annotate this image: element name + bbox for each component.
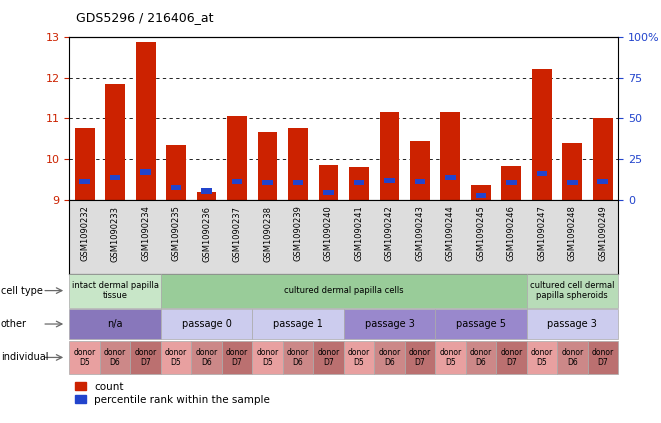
Bar xyxy=(567,179,578,185)
Bar xyxy=(171,185,181,190)
Bar xyxy=(471,185,490,200)
Text: donor
D7: donor D7 xyxy=(592,348,614,367)
Bar xyxy=(232,179,243,184)
Text: GSM1090232: GSM1090232 xyxy=(80,206,89,261)
Bar xyxy=(110,175,120,180)
Text: GSM1090244: GSM1090244 xyxy=(446,206,455,261)
Text: other: other xyxy=(1,319,26,329)
Text: intact dermal papilla
tissue: intact dermal papilla tissue xyxy=(71,281,159,300)
Text: GSM1090233: GSM1090233 xyxy=(110,206,120,261)
Text: GDS5296 / 216406_at: GDS5296 / 216406_at xyxy=(76,11,214,24)
Text: GSM1090247: GSM1090247 xyxy=(537,206,547,261)
Bar xyxy=(593,118,613,200)
Bar xyxy=(379,112,399,200)
Text: GSM1090248: GSM1090248 xyxy=(568,206,577,261)
Text: donor
D7: donor D7 xyxy=(500,348,522,367)
Text: GSM1090238: GSM1090238 xyxy=(263,206,272,261)
Bar xyxy=(140,169,151,175)
Text: donor
D5: donor D5 xyxy=(440,348,461,367)
Text: n/a: n/a xyxy=(107,319,123,329)
Text: passage 5: passage 5 xyxy=(456,319,506,329)
Bar xyxy=(136,42,155,200)
Text: GSM1090239: GSM1090239 xyxy=(293,206,303,261)
Bar xyxy=(293,179,303,185)
Text: donor
D7: donor D7 xyxy=(134,348,157,367)
Bar xyxy=(319,165,338,200)
Text: cultured dermal papilla cells: cultured dermal papilla cells xyxy=(284,286,403,295)
Bar xyxy=(258,132,278,200)
Text: donor
D5: donor D5 xyxy=(531,348,553,367)
Text: donor
D6: donor D6 xyxy=(287,348,309,367)
Bar xyxy=(79,179,90,184)
Bar xyxy=(323,190,334,195)
Text: individual: individual xyxy=(1,352,48,363)
Text: cultured cell dermal
papilla spheroids: cultured cell dermal papilla spheroids xyxy=(530,281,615,300)
Bar xyxy=(288,129,308,200)
Text: donor
D7: donor D7 xyxy=(408,348,431,367)
Bar xyxy=(537,170,547,176)
Text: GSM1090241: GSM1090241 xyxy=(354,206,364,261)
Text: GSM1090236: GSM1090236 xyxy=(202,206,211,261)
Text: donor
D6: donor D6 xyxy=(561,348,584,367)
Bar xyxy=(410,140,430,200)
Bar xyxy=(440,112,460,200)
Text: GSM1090243: GSM1090243 xyxy=(415,206,424,261)
Text: GSM1090242: GSM1090242 xyxy=(385,206,394,261)
Bar xyxy=(475,193,486,198)
Bar xyxy=(262,180,273,185)
Text: passage 0: passage 0 xyxy=(182,319,231,329)
Bar xyxy=(532,69,552,200)
Text: GSM1090246: GSM1090246 xyxy=(507,206,516,261)
Text: GSM1090235: GSM1090235 xyxy=(172,206,180,261)
Text: donor
D7: donor D7 xyxy=(317,348,340,367)
Bar xyxy=(414,179,425,184)
Bar xyxy=(349,167,369,200)
Text: GSM1090245: GSM1090245 xyxy=(477,206,485,261)
Bar xyxy=(445,175,455,180)
Bar xyxy=(563,143,582,200)
Text: donor
D6: donor D6 xyxy=(104,348,126,367)
Legend: count, percentile rank within the sample: count, percentile rank within the sample xyxy=(75,382,270,405)
Text: donor
D5: donor D5 xyxy=(73,348,96,367)
Text: donor
D5: donor D5 xyxy=(256,348,279,367)
Bar xyxy=(197,192,216,200)
Text: donor
D6: donor D6 xyxy=(378,348,401,367)
Bar xyxy=(506,180,517,185)
Text: passage 1: passage 1 xyxy=(273,319,323,329)
Text: donor
D6: donor D6 xyxy=(470,348,492,367)
Text: donor
D5: donor D5 xyxy=(165,348,187,367)
Bar xyxy=(227,116,247,200)
Text: passage 3: passage 3 xyxy=(547,319,598,329)
Text: GSM1090249: GSM1090249 xyxy=(598,206,607,261)
Bar xyxy=(354,180,364,185)
Text: donor
D7: donor D7 xyxy=(226,348,248,367)
Text: cell type: cell type xyxy=(1,286,42,296)
Text: passage 3: passage 3 xyxy=(364,319,414,329)
Bar xyxy=(166,145,186,200)
Bar xyxy=(384,178,395,183)
Bar xyxy=(105,84,125,200)
Bar xyxy=(201,189,212,194)
Text: donor
D6: donor D6 xyxy=(196,348,217,367)
Bar xyxy=(598,179,608,184)
Text: GSM1090240: GSM1090240 xyxy=(324,206,333,261)
Bar xyxy=(75,129,95,200)
Text: GSM1090237: GSM1090237 xyxy=(233,206,241,261)
Text: donor
D5: donor D5 xyxy=(348,348,370,367)
Bar xyxy=(502,166,522,200)
Text: GSM1090234: GSM1090234 xyxy=(141,206,150,261)
